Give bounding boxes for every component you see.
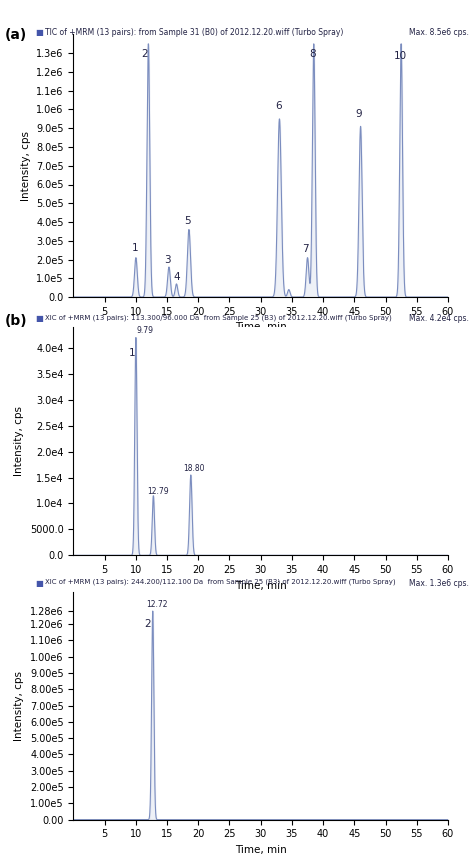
Text: 3: 3: [164, 255, 171, 265]
Text: 8: 8: [310, 49, 316, 59]
Text: 9.79: 9.79: [136, 326, 153, 336]
Text: 4: 4: [173, 272, 180, 282]
Text: Max. 1.3e6 cps.: Max. 1.3e6 cps.: [410, 579, 469, 587]
X-axis label: Time, min: Time, min: [235, 845, 287, 855]
Y-axis label: Intensity, cps: Intensity, cps: [14, 671, 25, 740]
Text: 6: 6: [275, 102, 282, 111]
Text: 12.72: 12.72: [146, 600, 168, 609]
Text: 10: 10: [393, 51, 407, 61]
Text: 1: 1: [131, 243, 138, 253]
Text: ■: ■: [36, 579, 44, 587]
Text: (b): (b): [5, 314, 27, 328]
Text: 1: 1: [128, 348, 135, 357]
Text: 9: 9: [356, 109, 362, 119]
Text: 2: 2: [144, 619, 151, 629]
Text: Max. 4.2e4 cps.: Max. 4.2e4 cps.: [410, 314, 469, 323]
Text: 5: 5: [184, 216, 191, 226]
Text: 7: 7: [302, 244, 309, 254]
Text: Max. 8.5e6 cps.: Max. 8.5e6 cps.: [410, 28, 469, 36]
X-axis label: Time, min: Time, min: [235, 322, 287, 332]
Text: 12.79: 12.79: [147, 487, 169, 496]
Text: 18.80: 18.80: [183, 464, 205, 474]
Y-axis label: Intensity, cps: Intensity, cps: [14, 406, 25, 476]
Text: ■: ■: [36, 314, 44, 323]
Text: XIC of +MRM (13 pairs): 113.300/96.000 Da  from Sample 25 (B3) of 2012.12.20.wif: XIC of +MRM (13 pairs): 113.300/96.000 D…: [45, 314, 392, 321]
X-axis label: Time, min: Time, min: [235, 580, 287, 591]
Text: 2: 2: [142, 49, 148, 59]
Text: (a): (a): [5, 28, 27, 41]
Text: XIC of +MRM (13 pairs): 244.200/112.100 Da  from Sample 25 (B3) of 2012.12.20.wi: XIC of +MRM (13 pairs): 244.200/112.100 …: [45, 579, 396, 585]
Text: ■: ■: [36, 28, 44, 36]
Text: TIC of +MRM (13 pairs): from Sample 31 (B0) of 2012.12.20.wiff (Turbo Spray): TIC of +MRM (13 pairs): from Sample 31 (…: [45, 28, 343, 36]
Y-axis label: Intensity, cps: Intensity, cps: [20, 131, 30, 201]
